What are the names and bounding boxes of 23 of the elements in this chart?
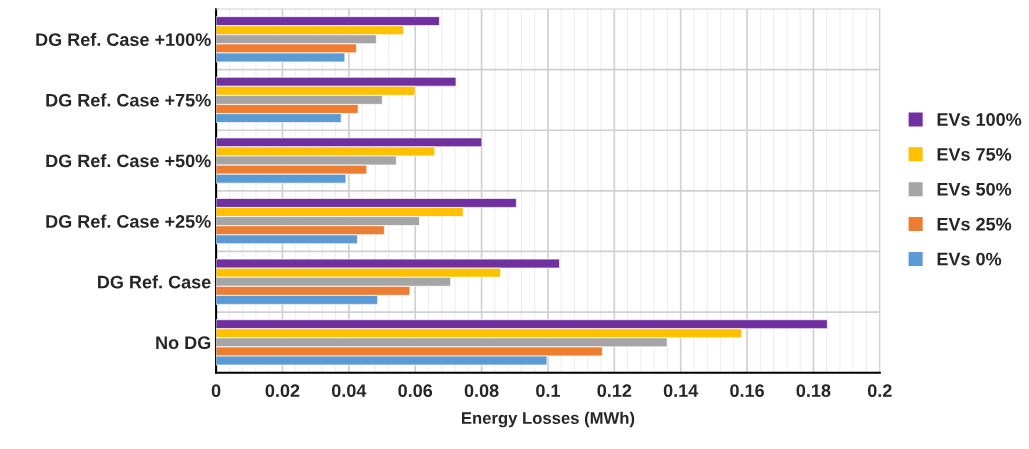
x-tick-label: 0.14 xyxy=(663,384,699,398)
x-axis-title: Energy Losses (MWh) xyxy=(462,411,635,428)
y-tick-label: DG Ref. Case +75% xyxy=(46,93,211,107)
x-tick-label: 0.08 xyxy=(464,384,499,398)
x-tick-label: 0.12 xyxy=(597,384,632,398)
y-tick-label: No DG xyxy=(156,336,211,350)
y-tick-label: DG Ref. Case +25% xyxy=(46,214,211,228)
x-tick-label: 0.2 xyxy=(867,384,892,398)
legend-label: EVs 50% xyxy=(937,182,1012,196)
y-tick-label: DG Ref. Case xyxy=(98,275,211,289)
legend-label: EVs 0% xyxy=(937,252,1002,266)
x-tick-label: 0.04 xyxy=(331,384,367,398)
legend-label: EVs 75% xyxy=(937,148,1012,161)
y-tick-label: DG Ref. Case +100% xyxy=(36,32,211,47)
legend-label: EVs 25% xyxy=(937,217,1012,231)
x-tick-label: 0.18 xyxy=(796,384,831,398)
x-tick-label: 0.16 xyxy=(730,384,764,398)
legend-label: EVs 100% xyxy=(937,113,1022,126)
y-tick-label: DG Ref. Case +50% xyxy=(46,153,211,168)
x-tick-label: 0 xyxy=(211,384,221,398)
x-tick-label: 0.1 xyxy=(536,384,560,398)
x-tick-label: 0.06 xyxy=(398,384,433,398)
x-tick-label: 0.02 xyxy=(265,384,300,398)
